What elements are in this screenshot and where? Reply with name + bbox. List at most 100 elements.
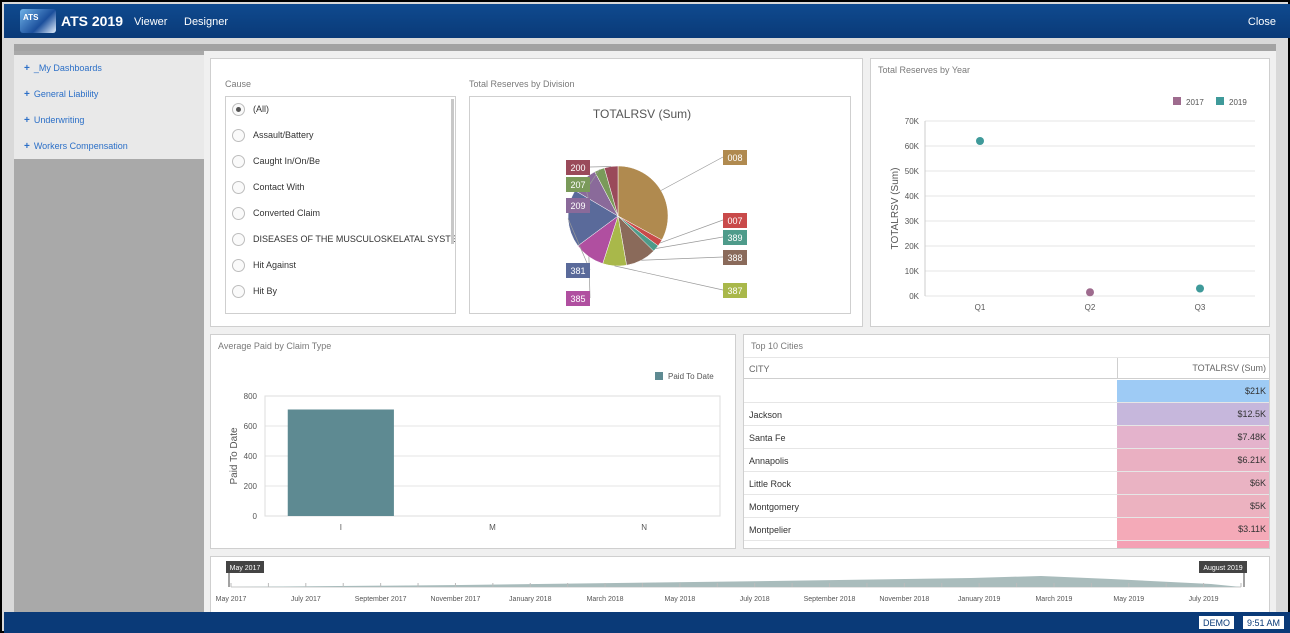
cause-option[interactable]: Assault/Battery — [232, 129, 314, 149]
logo-text: ATS — [23, 13, 39, 22]
header-strip — [14, 44, 1276, 51]
pie-leader-line — [641, 256, 724, 261]
close-button[interactable]: Close — [1247, 16, 1276, 28]
cause-filter-list: (All) Assault/Battery Caught In/On/Be Co… — [225, 96, 456, 314]
column-header-city[interactable]: CITY — [749, 364, 770, 374]
table-row[interactable]: Montgomery $5K — [744, 495, 1269, 518]
pie-leader-line — [659, 219, 724, 244]
y-axis-label: TOTALRSV (Sum) — [890, 168, 901, 250]
pie-label: 385 — [570, 294, 585, 304]
clock: 9:51 AM — [1243, 616, 1285, 629]
table-row[interactable]: Little Rock $6K — [744, 472, 1269, 495]
cause-option[interactable]: DISEASES OF THE MUSCULOSKELATAL SYSTE... — [232, 233, 456, 253]
demo-badge: DEMO — [1199, 616, 1234, 629]
pie-chart-title: TOTALRSV (Sum) — [593, 107, 691, 121]
sidebar-item-underwriting[interactable]: + Underwriting — [24, 115, 84, 126]
pie-chart-svg: TOTALRSV (Sum) 008 007 389 388 387 385 381 209 2… — [566, 107, 747, 306]
radio-icon[interactable] — [232, 181, 245, 194]
app-logo — [20, 9, 56, 33]
pie-leader-line — [589, 169, 600, 185]
cause-division-panel: Cause (All) Assault/Battery Caught In/On… — [210, 58, 863, 327]
pie-leader-line — [589, 166, 612, 168]
timeline-label: May 2019 — [1113, 596, 1144, 603]
y-tick-label: 50K — [905, 167, 920, 176]
radio-icon[interactable] — [232, 129, 245, 142]
cause-option[interactable]: Contact With — [232, 181, 305, 201]
legend-label: 2017 — [1186, 98, 1204, 107]
table-row[interactable]: $21K — [744, 380, 1269, 403]
sidebar-list: + _My Dashboards + General Liability + Unde… — [14, 55, 204, 159]
table-row[interactable]: Santa Fe $7.48K — [744, 426, 1269, 449]
pie-leader-line — [614, 265, 724, 291]
radio-icon[interactable] — [232, 233, 245, 246]
pie-label: 207 — [570, 180, 585, 190]
city-cell: Santa Fe — [749, 433, 786, 443]
cause-option[interactable]: Hit By — [232, 285, 277, 305]
timeline-area — [231, 576, 1241, 587]
plus-icon: + — [24, 63, 30, 74]
top-bar: ATS ATS 2019 Viewer Designer Close — [4, 4, 1290, 38]
legend-label: Paid To Date — [668, 372, 714, 381]
avg-paid-chart-svg: 0 200 400 600 800 Paid To Date I M N Paid To Date — [229, 372, 721, 532]
timeline-label: November 2017 — [431, 596, 481, 603]
cause-title: Cause — [225, 79, 252, 89]
y-axis-label: Paid To Date — [229, 427, 240, 485]
sidebar-item-label: _My Dashboards — [33, 63, 102, 73]
timeline-label: January 2018 — [509, 596, 552, 603]
pie-label: 007 — [727, 216, 742, 226]
radio-icon[interactable] — [232, 259, 245, 272]
city-cell: Montpelier — [749, 525, 792, 535]
city-cell: Jackson — [749, 410, 783, 420]
sidebar-item-general-liability[interactable]: + General Liability — [24, 89, 98, 100]
column-header-totalrsv[interactable]: TOTALRSV (Sum) — [1117, 358, 1269, 379]
y-tick-label: 200 — [244, 482, 258, 491]
sidebar-item-my-dashboards[interactable]: + _My Dashboards — [24, 63, 102, 74]
totalrsv-cell: $6K — [1117, 472, 1269, 494]
table-row[interactable]: Annapolis $6.21K — [744, 449, 1269, 472]
x-tick-label: Q1 — [975, 303, 986, 312]
y-tick-label: 800 — [244, 392, 258, 401]
plus-icon: + — [24, 141, 30, 152]
nav-viewer[interactable]: Viewer — [134, 16, 168, 28]
city-cell: Annapolis — [749, 456, 789, 466]
sidebar: + _My Dashboards + General Liability + Unde… — [14, 51, 204, 612]
y-tick-label: 60K — [905, 142, 920, 151]
x-tick-label: Q2 — [1085, 303, 1096, 312]
scrollbar[interactable] — [451, 99, 454, 244]
pie-label-box — [723, 230, 747, 245]
radio-selected-icon[interactable] — [232, 103, 245, 116]
cause-option[interactable]: Converted Claim — [232, 207, 320, 227]
pie-slice — [617, 165, 669, 241]
totalrsv-cell: $6.21K — [1117, 449, 1269, 471]
cause-option-label: DISEASES OF THE MUSCULOSKELATAL SYSTE... — [253, 233, 456, 244]
pie-label-box — [723, 250, 747, 265]
pie-label-box — [723, 150, 747, 165]
totalrsv-cell: $3.11K — [1117, 518, 1269, 540]
pie-label-box — [566, 263, 590, 278]
x-tick-label: Q3 — [1195, 303, 1206, 312]
table-row[interactable]: Montpelier $3.11K — [744, 518, 1269, 541]
timeline-label: July 2019 — [1189, 596, 1219, 603]
timeline-svg[interactable]: May 2017 July 2017 September 2017 November … — [211, 557, 1269, 613]
radio-icon[interactable] — [232, 285, 245, 298]
sidebar-item-workers-compensation[interactable]: + Workers Compensation — [24, 141, 128, 152]
city-cell: Montgomery — [749, 502, 800, 512]
cause-option-label: Hit Against — [253, 259, 297, 270]
y-tick-label: 0 — [253, 512, 258, 521]
range-end-label: August 2019 — [1203, 565, 1242, 572]
cause-option[interactable]: (All) — [232, 103, 269, 123]
radio-icon[interactable] — [232, 155, 245, 168]
cause-option[interactable]: Caught In/On/Be — [232, 155, 320, 175]
bar — [287, 409, 394, 516]
timeline-label: September 2018 — [804, 596, 856, 603]
pie-label: 389 — [727, 233, 742, 243]
y-tick-label: 20K — [905, 242, 920, 251]
cause-option-label: Converted Claim — [253, 207, 321, 218]
nav-designer[interactable]: Designer — [184, 16, 229, 28]
table-header: CITY TOTALRSV (Sum) — [744, 357, 1269, 379]
radio-icon[interactable] — [232, 207, 245, 220]
x-tick-label: I — [340, 523, 342, 532]
cause-option[interactable]: Hit Against — [232, 259, 296, 279]
table-row[interactable]: Jackson $12.5K — [744, 403, 1269, 426]
